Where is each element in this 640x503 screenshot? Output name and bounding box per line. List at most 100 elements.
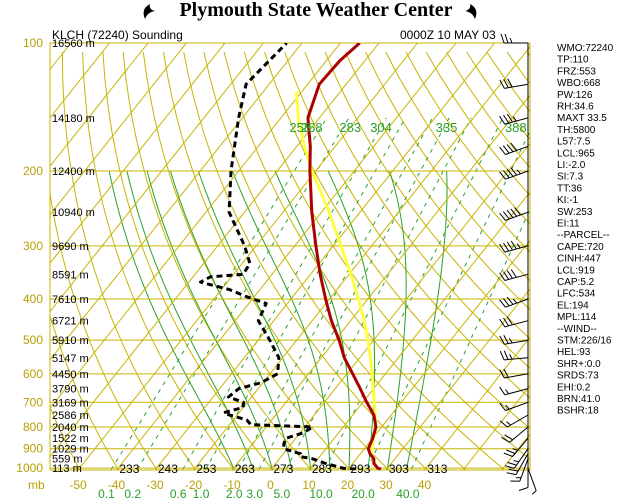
- index-value: WBO:668: [557, 78, 601, 89]
- height-label: 10940 m: [52, 207, 95, 219]
- height-label: 7610 m: [52, 294, 89, 306]
- pressure-tick-label: 200: [23, 164, 43, 178]
- dewpoint-trace-line: [199, 43, 357, 470]
- isotherm-line: [385, 288, 530, 470]
- isotherm-line: [50, 43, 380, 458]
- wind-barb: [499, 335, 529, 345]
- dry-adiabat-line: [50, 314, 120, 470]
- wind-barb: [500, 33, 528, 44]
- isotherm-line: [115, 43, 457, 470]
- pressure-tick-label: 600: [23, 367, 43, 381]
- moist-adiabat-line: [232, 170, 331, 470]
- pressure-tick-label: 500: [23, 333, 43, 347]
- height-label: 1522 m: [52, 433, 89, 445]
- dry-adiabat-line: [284, 51, 530, 399]
- wind-barb: [499, 414, 529, 428]
- mixing-ratio-label: 40.0: [396, 487, 420, 501]
- wind-icon-right: [465, 4, 477, 19]
- height-label: 3790 m: [52, 384, 89, 396]
- index-value: CAPE:720: [557, 242, 604, 253]
- wind-barb: [499, 167, 529, 180]
- height-label: 16560 m: [52, 38, 95, 50]
- mixing-ratio-line: [237, 117, 433, 470]
- dry-adiabat-line: [61, 51, 197, 470]
- index-value: MPL:114: [557, 312, 597, 323]
- wind-barb: [518, 463, 529, 491]
- temperature-tick-label: 40: [418, 478, 432, 492]
- mixing-ratio-label: 0.1: [98, 487, 115, 501]
- theta-bottom-label: 243: [158, 462, 178, 476]
- indices-panel: WMO:72240TP:110FRZ:553WBO:668PW:126RH:34…: [557, 43, 614, 417]
- index-value: CINH:447: [557, 254, 601, 265]
- dry-adiabat-line: [365, 51, 530, 282]
- temperature-tick-label: 30: [379, 478, 393, 492]
- mixing-ratio-label: 20.0: [351, 487, 375, 501]
- wind-barb: [499, 401, 529, 411]
- theta-label: 268: [301, 120, 323, 135]
- isotherm-line: [50, 43, 265, 313]
- wind-barb: [499, 207, 529, 221]
- moist-adiabat-line: [405, 170, 448, 470]
- theta-bottom-label: 273: [273, 462, 293, 476]
- wind-barb: [527, 468, 537, 495]
- wind-barb: [510, 458, 529, 482]
- index-value: SHR+:0.0: [557, 359, 601, 370]
- temperature-trace-line: [306, 43, 382, 470]
- mixing-ratio-line: [324, 117, 504, 470]
- index-value: STM:226/16: [557, 336, 612, 347]
- isotherm-line: [308, 191, 530, 470]
- temperature-tick-label: -10: [223, 478, 241, 492]
- wind-barb: [506, 453, 529, 476]
- isotherm-line: [423, 336, 530, 470]
- theta-bottom-label: 303: [389, 462, 409, 476]
- index-value: HEL:93: [557, 347, 591, 358]
- isotherm-line: [0, 24, 9, 478]
- mixing-ratio-line: [181, 117, 387, 470]
- wind-barb: [499, 350, 529, 361]
- mixing-ratio-line: [136, 117, 350, 470]
- theta-bottom-label: 233: [119, 462, 139, 476]
- index-value: --PARCEL--: [557, 230, 610, 241]
- temperature-tick-label: -40: [108, 478, 126, 492]
- moist-adiabat-line: [170, 170, 293, 470]
- index-value: TT:36: [557, 183, 582, 194]
- theta-bottom-label: 293: [350, 462, 370, 476]
- isotherm-line: [154, 43, 496, 470]
- index-value: TP:110: [557, 55, 589, 66]
- plot-frame: [49, 42, 531, 471]
- wind-barb: [504, 448, 529, 469]
- mixing-ratio-line: [257, 117, 450, 470]
- moist-adiabat-line: [146, 170, 274, 470]
- mixing-ratio-line: [110, 117, 328, 470]
- moist-adiabat-line: [126, 170, 254, 470]
- temperature-tick-label: 0: [267, 478, 274, 492]
- dry-adiabat-line: [264, 51, 530, 430]
- theta-label: 388: [505, 120, 527, 135]
- height-label: 8591 m: [52, 269, 89, 281]
- temperature-tick-label: -30: [146, 478, 164, 492]
- height-label: 1029 m: [52, 444, 89, 456]
- height-label: 3169 m: [52, 397, 89, 409]
- height-label: 12400 m: [52, 166, 95, 178]
- index-value: EHI:0.2: [557, 382, 591, 393]
- index-value: LCL:919: [557, 265, 595, 276]
- index-value: BRN:41.0: [557, 394, 601, 405]
- pressure-tick-label: 700: [23, 395, 43, 409]
- isotherm-line: [77, 43, 419, 470]
- height-label: 14180 m: [52, 113, 95, 125]
- mixing-ratio-label: 5.0: [273, 487, 290, 501]
- dry-adiabat-line: [385, 51, 530, 253]
- station-label: KLCH (72240) Sounding: [52, 28, 183, 42]
- isotherm-line: [462, 384, 530, 470]
- isotherm-line: [269, 142, 530, 470]
- dry-adiabat-line: [183, 51, 429, 470]
- pressure-tick-label: 100: [23, 36, 43, 50]
- moist-adiabat-line: [386, 170, 407, 470]
- wind-barb: [501, 426, 529, 443]
- temperature-tick-label: 20: [341, 478, 355, 492]
- chart-title: Plymouth State Weather Center: [179, 0, 452, 21]
- height-label: 559 m: [52, 454, 83, 466]
- isotherm-line: [192, 45, 530, 470]
- index-value: CAP:5.2: [557, 277, 595, 288]
